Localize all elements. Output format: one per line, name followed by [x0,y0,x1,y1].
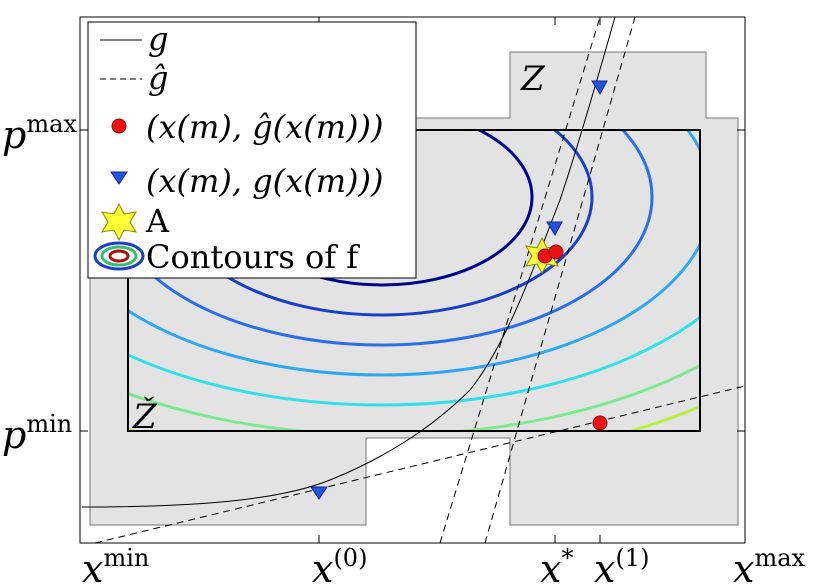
curve-g-hat-1 [94,385,745,543]
triangle-marker-x1 [591,80,608,96]
legend-label-circle: (x(m), ĝ(x(m))) [146,108,383,146]
xtick-label-xstar: x* [540,544,573,587]
legend-label-contours: Contours of f [146,238,360,276]
tick-marks [80,17,745,543]
legend-box [87,21,417,279]
legend-marker-blue-triangle [110,171,128,185]
legend-label-a: A [145,202,170,240]
contour-line [128,315,700,407]
plot-frame [79,16,746,544]
triangle-marker-xstar [546,221,563,237]
legend-label-g-hat: ĝ [148,59,168,97]
contour-line [128,130,700,377]
region-label-z: Z [520,59,546,99]
ytick-label-pmax: pmax [2,110,77,157]
curve-g-hat-2 [439,17,601,543]
contour-line [128,130,654,347]
legend: g ĝ (x(m), ĝ(x(m))) (x(m), g(x(m))) A Co… [87,20,417,279]
legend-marker-red-circle [111,118,127,134]
xtick-label-xmax: xmax [733,544,806,587]
legend-label-triangle: (x(m), g(x(m))) [146,162,383,200]
circle-marker-3 [592,415,608,431]
circle-marker-2 [548,244,564,260]
ytick-label-pmin: pmin [2,410,72,457]
legend-marker-contour-ellipses [93,241,145,271]
legend-label-g: g [148,20,168,58]
curve-g [81,17,616,508]
triangle-marker-x0 [310,486,328,500]
xtick-label-x1: x(1) [594,544,649,587]
region-label-zcheck: Ž [132,396,158,437]
xtick-label-x0: x(0) [312,544,367,587]
xtick-label-xmin: xmin [82,544,149,587]
legend-marker-yellow-star [101,202,137,242]
